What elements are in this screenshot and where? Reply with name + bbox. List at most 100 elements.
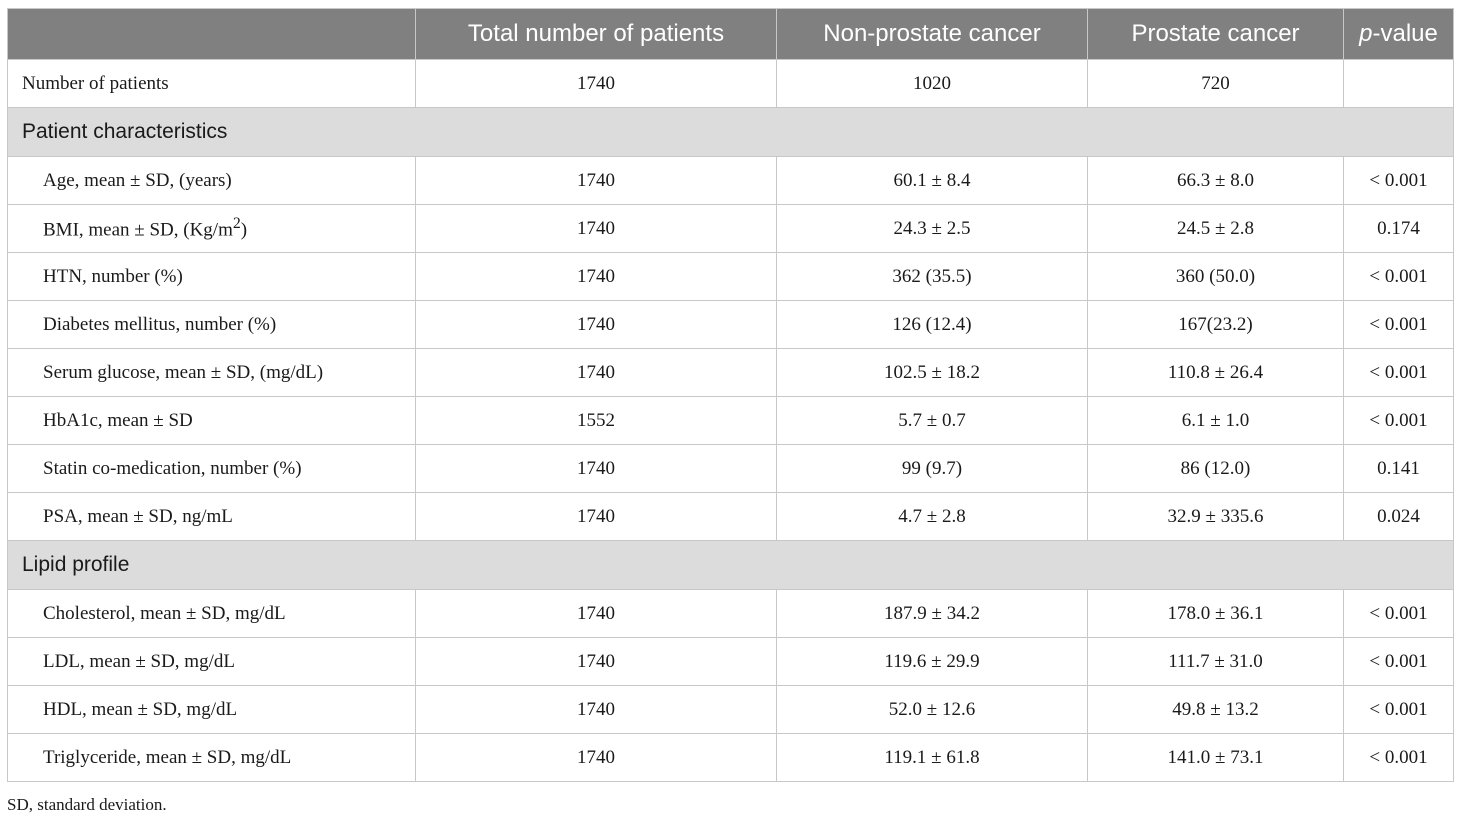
- cell-pvalue: < 0.001: [1343, 348, 1454, 397]
- cell-non-prostate: 119.6 ± 29.9: [776, 637, 1088, 686]
- cell-non-prostate: 4.7 ± 2.8: [776, 492, 1088, 541]
- cell-prostate: 178.0 ± 36.1: [1087, 589, 1344, 638]
- table-row: BMI, mean ± SD, (Kg/m2) 1740 24.3 ± 2.5 24.…: [7, 204, 1454, 253]
- row-label-text: HbA1c, mean ± SD: [43, 409, 193, 431]
- row-label-text: Age, mean ± SD, (years): [43, 169, 232, 191]
- header-prostate: Prostate cancer: [1087, 8, 1344, 60]
- cell-non-prostate: 102.5 ± 18.2: [776, 348, 1088, 397]
- cell-total: 1740: [415, 637, 777, 686]
- cell-prostate: 86 (12.0): [1087, 444, 1344, 493]
- cell-non-prostate: 362 (35.5): [776, 252, 1088, 301]
- row-label-text: HDL, mean ± SD, mg/dL: [43, 698, 238, 720]
- cell-total: 1740: [415, 444, 777, 493]
- cell-pvalue: < 0.001: [1343, 733, 1454, 782]
- table-row: Serum glucose, mean ± SD, (mg/dL) 1740 102…: [7, 348, 1454, 397]
- row-label-text: Statin co-medication, number (%): [43, 457, 302, 479]
- row-label: Serum glucose, mean ± SD, (mg/dL): [7, 348, 416, 397]
- header-total: Total number of patients: [415, 8, 777, 60]
- cell-total: 1740: [415, 348, 777, 397]
- patient-characteristics-table: Total number of patients Non-prostate ca…: [7, 8, 1454, 782]
- row-label: Age, mean ± SD, (years): [7, 156, 416, 205]
- row-label: Triglyceride, mean ± SD, mg/dL: [7, 733, 416, 782]
- cell-non-prostate: 52.0 ± 12.6: [776, 685, 1088, 734]
- row-label-text: Triglyceride, mean ± SD, mg/dL: [43, 746, 292, 768]
- row-label: BMI, mean ± SD, (Kg/m2): [7, 204, 416, 253]
- cell-prostate: 167(23.2): [1087, 300, 1344, 349]
- cell-prostate: 360 (50.0): [1087, 252, 1344, 301]
- header-pvalue: p-value: [1343, 8, 1454, 60]
- cell-total: 1740: [415, 252, 777, 301]
- header-row: Total number of patients Non-prostate ca…: [7, 8, 1454, 60]
- table-row: Cholesterol, mean ± SD, mg/dL 1740 187.9 ±…: [7, 589, 1454, 638]
- table-container: Total number of patients Non-prostate ca…: [7, 8, 1454, 782]
- cell-total: 1740: [415, 156, 777, 205]
- cell-non-prostate: 60.1 ± 8.4: [776, 156, 1088, 205]
- cell-prostate: 66.3 ± 8.0: [1087, 156, 1344, 205]
- cell-prostate: 111.7 ± 31.0: [1087, 637, 1344, 686]
- table-row: Age, mean ± SD, (years) 1740 60.1 ± 8.4 66.…: [7, 156, 1454, 205]
- header-label: [7, 8, 416, 60]
- row-label: Cholesterol, mean ± SD, mg/dL: [7, 589, 416, 638]
- table-row: Diabetes mellitus, number (%) 1740 126 (12…: [7, 300, 1454, 349]
- cell-prostate: 141.0 ± 73.1: [1087, 733, 1344, 782]
- table-row: HbA1c, mean ± SD 1552 5.7 ± 0.7 6.1 ± 1.0 < …: [7, 396, 1454, 445]
- row-label: HTN, number (%): [7, 252, 416, 301]
- cell-pvalue: 0.141: [1343, 444, 1454, 493]
- cell-total: 1740: [415, 59, 777, 108]
- cell-total: 1552: [415, 396, 777, 445]
- row-label-text: HTN, number (%): [43, 265, 183, 287]
- cell-non-prostate: 187.9 ± 34.2: [776, 589, 1088, 638]
- footnote: SD, standard deviation.: [7, 795, 167, 814]
- row-label-text: Diabetes mellitus, number (%): [43, 313, 277, 335]
- cell-prostate: 49.8 ± 13.2: [1087, 685, 1344, 734]
- section-row: Patient characteristics: [7, 107, 1454, 157]
- cell-pvalue: 0.174: [1343, 204, 1454, 253]
- row-label: PSA, mean ± SD, ng/mL: [7, 492, 416, 541]
- cell-prostate: 24.5 ± 2.8: [1087, 204, 1344, 253]
- cell-total: 1740: [415, 300, 777, 349]
- table-row: Number of patients 1740 1020 720: [7, 59, 1454, 108]
- cell-pvalue: < 0.001: [1343, 637, 1454, 686]
- row-label-text: PSA, mean ± SD, ng/mL: [43, 505, 233, 527]
- cell-prostate: 720: [1087, 59, 1344, 108]
- row-label: HDL, mean ± SD, mg/dL: [7, 685, 416, 734]
- cell-non-prostate: 1020: [776, 59, 1088, 108]
- cell-prostate: 32.9 ± 335.6: [1087, 492, 1344, 541]
- cell-pvalue: < 0.001: [1343, 396, 1454, 445]
- cell-total: 1740: [415, 685, 777, 734]
- cell-pvalue: < 0.001: [1343, 589, 1454, 638]
- cell-non-prostate: 99 (9.7): [776, 444, 1088, 493]
- cell-total: 1740: [415, 492, 777, 541]
- cell-prostate: 110.8 ± 26.4: [1087, 348, 1344, 397]
- cell-pvalue: < 0.001: [1343, 685, 1454, 734]
- section-body-lipid-profile: Cholesterol, mean ± SD, mg/dL 1740 187.9 ±…: [7, 589, 1454, 782]
- section-body-patient-characteristics: Age, mean ± SD, (years) 1740 60.1 ± 8.4 66.…: [7, 156, 1454, 541]
- table-row: Triglyceride, mean ± SD, mg/dL 1740 119.1 …: [7, 733, 1454, 782]
- row-label-text: LDL, mean ± SD, mg/dL: [43, 650, 235, 672]
- cell-total: 1740: [415, 589, 777, 638]
- row-label-text: BMI, mean ± SD, (Kg/m: [43, 219, 233, 241]
- header-pvalue-rest: -value: [1372, 20, 1438, 47]
- section-row: Lipid profile: [7, 540, 1454, 590]
- cell-total: 1740: [415, 733, 777, 782]
- row-label: Statin co-medication, number (%): [7, 444, 416, 493]
- cell-non-prostate: 5.7 ± 0.7: [776, 396, 1088, 445]
- row-label: HbA1c, mean ± SD: [7, 396, 416, 445]
- row-label: Number of patients: [7, 59, 416, 108]
- row-label-text: Serum glucose, mean ± SD, (mg/dL): [43, 361, 324, 383]
- table-row: Statin co-medication, number (%) 1740 99 (…: [7, 444, 1454, 493]
- row-label-end: ): [240, 219, 248, 241]
- cell-total: 1740: [415, 204, 777, 253]
- section-heading: Lipid profile: [7, 540, 1454, 590]
- header-pvalue-italic: p: [1359, 20, 1373, 47]
- section-heading: Patient characteristics: [7, 107, 1454, 157]
- cell-non-prostate: 126 (12.4): [776, 300, 1088, 349]
- table-row: PSA, mean ± SD, ng/mL 1740 4.7 ± 2.8 32.9 ±…: [7, 492, 1454, 541]
- table-row: LDL, mean ± SD, mg/dL 1740 119.6 ± 29.9 111…: [7, 637, 1454, 686]
- cell-non-prostate: 119.1 ± 61.8: [776, 733, 1088, 782]
- row-label: Diabetes mellitus, number (%): [7, 300, 416, 349]
- cell-pvalue: < 0.001: [1343, 252, 1454, 301]
- header-non-prostate: Non-prostate cancer: [776, 8, 1088, 60]
- cell-pvalue: < 0.001: [1343, 156, 1454, 205]
- cell-pvalue: 0.024: [1343, 492, 1454, 541]
